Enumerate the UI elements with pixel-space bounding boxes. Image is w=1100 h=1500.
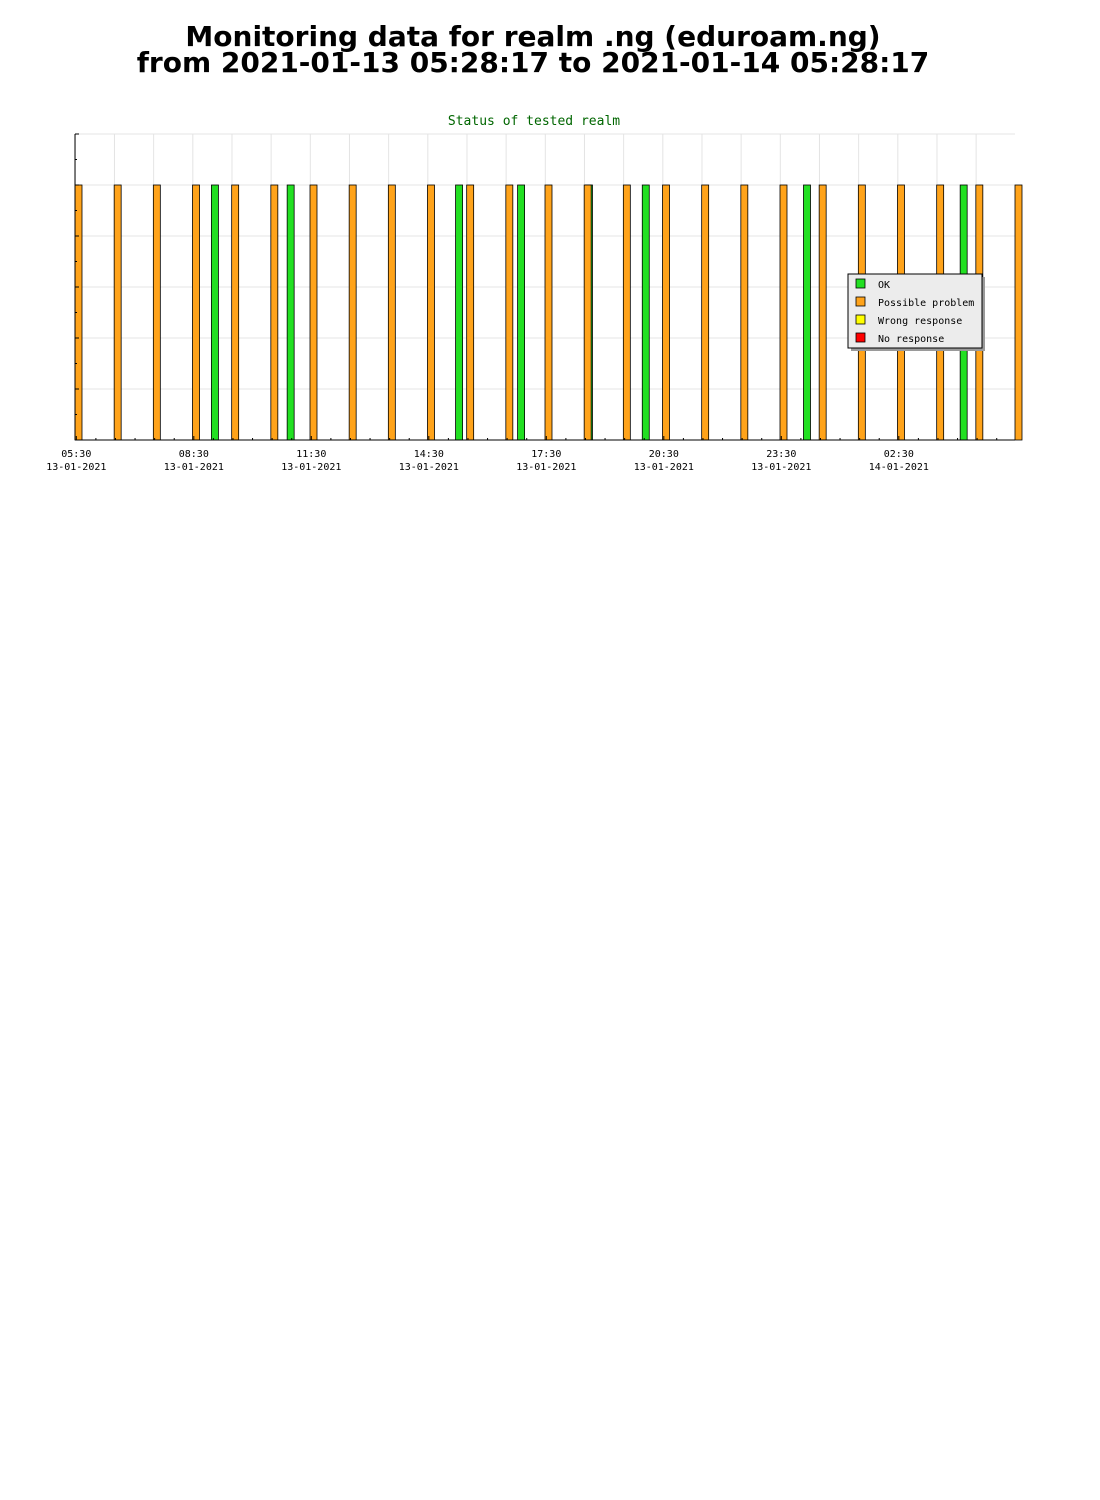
bar-possible-problem bbox=[740, 184, 749, 441]
legend-swatch bbox=[855, 296, 866, 307]
x-tick-label-date: 13-01-2021 bbox=[751, 462, 811, 473]
legend-swatch bbox=[855, 332, 866, 343]
bar-possible-problem bbox=[309, 184, 318, 441]
x-tick-label-time: 17:30 bbox=[531, 449, 561, 460]
legend-swatch bbox=[855, 314, 866, 325]
bar-possible-problem bbox=[818, 184, 827, 441]
chart-title: Status of tested realm bbox=[448, 114, 620, 129]
bar-possible-problem bbox=[1014, 184, 1023, 441]
legend-box bbox=[847, 273, 983, 349]
bar-possible-problem bbox=[662, 184, 670, 441]
x-tick-label-date: 13-01-2021 bbox=[46, 462, 106, 473]
legend-swatch bbox=[855, 278, 866, 289]
x-tick-label-date: 13-01-2021 bbox=[281, 462, 341, 473]
x-tick-label-time: 02:30 bbox=[884, 449, 914, 460]
bar-possible-problem bbox=[701, 184, 710, 441]
legend-label: Possible problem bbox=[878, 298, 974, 309]
page-title: Monitoring data for realm .ng (eduroam.n… bbox=[0, 20, 1066, 79]
x-tick-label-time: 20:30 bbox=[649, 449, 679, 460]
x-tick-label-time: 08:30 bbox=[179, 449, 209, 460]
bar-possible-problem bbox=[466, 184, 475, 441]
bar-possible-problem bbox=[387, 184, 396, 441]
bar-possible-problem bbox=[231, 184, 240, 441]
bar-ok bbox=[803, 184, 811, 441]
bar-ok bbox=[211, 184, 219, 441]
chart-legend: OK Possible problem Wrong response No respo… bbox=[847, 273, 985, 351]
bar-ok bbox=[286, 184, 295, 441]
bar-possible-problem bbox=[270, 184, 279, 441]
x-tick-label-date: 13-01-2021 bbox=[399, 462, 459, 473]
x-tick-label-date: 14-01-2021 bbox=[869, 462, 929, 473]
bar-possible-problem bbox=[113, 184, 122, 441]
bar-possible-problem bbox=[622, 184, 631, 441]
x-tick-label-time: 23:30 bbox=[766, 449, 796, 460]
bar-ok bbox=[641, 184, 650, 441]
x-tick-label-time: 11:30 bbox=[296, 449, 326, 460]
bar-possible-problem bbox=[192, 184, 200, 441]
status-chart: Status of tested realm 05:30 13-01-2021 08… bbox=[46, 114, 1023, 473]
chart-axes bbox=[74, 133, 1015, 441]
x-tick-label-time: 05:30 bbox=[61, 449, 91, 460]
x-tick-label-date: 13-01-2021 bbox=[516, 462, 576, 473]
bar-possible-problem bbox=[348, 184, 357, 441]
legend-label: Wrong response bbox=[878, 316, 962, 327]
page-title-line-2: from 2021-01-13 05:28:17 to 2021-01-14 0… bbox=[136, 46, 930, 79]
x-tick-label-date: 13-01-2021 bbox=[634, 462, 694, 473]
page-title-line-1: Monitoring data for realm .ng (eduroam.n… bbox=[185, 20, 881, 53]
bar-ok bbox=[517, 184, 525, 441]
bar-possible-problem bbox=[505, 184, 514, 441]
x-tick-label-date: 13-01-2021 bbox=[164, 462, 224, 473]
legend-label: No response bbox=[878, 334, 944, 345]
bar-possible-problem bbox=[427, 184, 435, 441]
x-tick-label-time: 14:30 bbox=[414, 449, 444, 460]
bar-possible-problem bbox=[583, 184, 592, 441]
x-axis-ticks: 05:30 13-01-2021 08:30 13-01-2021 11:30 13-01… bbox=[46, 449, 929, 473]
bar-possible-problem bbox=[544, 184, 553, 441]
bar-possible-problem bbox=[779, 184, 788, 441]
bar-ok bbox=[455, 184, 463, 441]
legend-label: OK bbox=[878, 280, 890, 291]
bar-possible-problem bbox=[152, 184, 161, 441]
